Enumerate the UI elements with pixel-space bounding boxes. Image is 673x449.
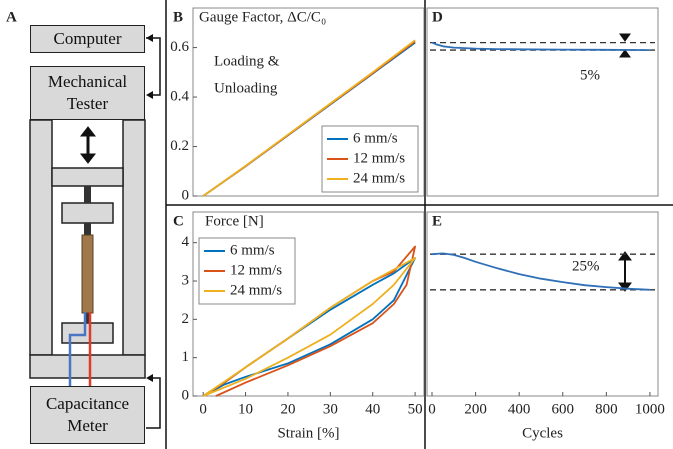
- annotation: 25%: [572, 258, 600, 274]
- annotation-arrows: [618, 33, 632, 292]
- plot-frame: [426, 7, 659, 197]
- plot-frame: [426, 211, 659, 397]
- computer-box: Computer: [30, 25, 145, 53]
- y-tick-label: 0.4: [170, 88, 189, 104]
- legend-label: 24 mm/s: [353, 170, 405, 186]
- legend-label: 6 mm/s: [353, 130, 398, 146]
- x-tick-label: 30: [323, 401, 338, 417]
- panel-title: Gauge Factor, ΔC/C₀: [199, 9, 326, 25]
- legend-label: 6 mm/s: [230, 242, 275, 258]
- x-tick-label: 0: [428, 401, 436, 417]
- panel-label: E: [432, 213, 442, 229]
- x-tick-label: 50: [408, 401, 423, 417]
- tester-box: Mechanical Tester: [30, 66, 145, 120]
- panel-label: C: [173, 213, 184, 229]
- y-tick-label: 0: [182, 387, 190, 403]
- legend-label: 12 mm/s: [353, 150, 405, 166]
- annotation: Loading &: [214, 53, 280, 69]
- x-axis-label: Strain [%]: [277, 425, 339, 441]
- panel-label: D: [432, 9, 443, 25]
- y-tick-label: 0: [182, 187, 190, 203]
- x-tick-label: 1000: [635, 401, 665, 417]
- x-tick-label: 600: [552, 401, 575, 417]
- plot-frame: [192, 7, 425, 197]
- grip: [84, 310, 91, 323]
- x-tick-label: 200: [464, 401, 487, 417]
- legend-label: 24 mm/s: [230, 282, 282, 298]
- series-line: [202, 257, 416, 397]
- legend-label: 12 mm/s: [230, 262, 282, 278]
- y-tick-label: 3: [182, 272, 190, 288]
- y-tick-label: 1: [182, 349, 190, 365]
- connector-arrowheads: [146, 34, 153, 382]
- x-tick-label: 800: [595, 401, 618, 417]
- x-tick-label: 40: [365, 401, 380, 417]
- panel-label: B: [173, 9, 183, 25]
- panel-title: Force [N]: [205, 213, 264, 229]
- y-tick-label: 0.6: [170, 39, 189, 55]
- meter-box: Capacitance Meter: [30, 386, 145, 444]
- y-tick-label: 4: [182, 234, 190, 250]
- tester-frame: [29, 119, 146, 379]
- y-tick-label: 2: [182, 311, 190, 327]
- series-line: [202, 39, 416, 197]
- x-tick-label: 400: [508, 401, 531, 417]
- specimen: [81, 234, 94, 314]
- x-tick-label: 20: [280, 401, 295, 417]
- panel-label: A: [6, 9, 17, 25]
- plot-frame: [192, 211, 425, 397]
- annotation: 5%: [580, 67, 600, 83]
- grip: [84, 223, 91, 237]
- motion-arrow: [79, 126, 97, 164]
- x-tick-label: 10: [238, 401, 253, 417]
- series-line: [431, 252, 650, 291]
- grip: [84, 186, 91, 203]
- x-axis-label: Cycles: [522, 425, 563, 441]
- y-tick-label: 0.2: [170, 138, 189, 154]
- series-line: [431, 41, 650, 51]
- x-tick-label: 0: [199, 401, 207, 417]
- annotation: Unloading: [214, 80, 278, 96]
